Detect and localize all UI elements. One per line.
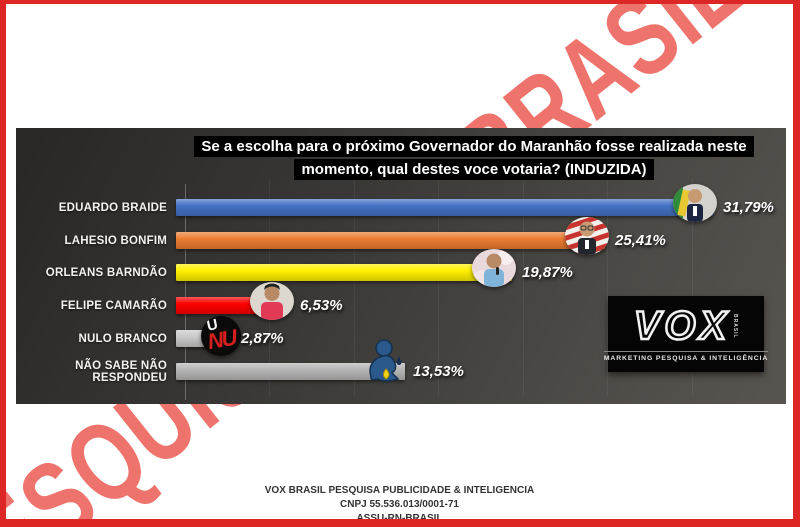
candidate-photo-icon: [472, 248, 516, 287]
value-label: 6,53%: [300, 297, 343, 314]
nao-sabe-person-icon: [359, 339, 407, 388]
footer-cnpj: CNPJ 55.536.013/0001-71: [340, 499, 459, 510]
value-label: 13,53%: [413, 363, 464, 380]
bar-row-orleans-barndao: ORLEANS BARNDÃO 19,87%: [16, 248, 786, 289]
footer-location: ASSU-RN-BRASIL: [356, 513, 443, 524]
gridline: [692, 178, 693, 396]
y-axis-line: [185, 184, 186, 400]
bar-lahesio-bonfim: [176, 232, 605, 249]
value-label: 25,41%: [615, 232, 666, 249]
bar-nao-sabe: [176, 363, 405, 380]
category-label: EDUARDO BRAIDE: [58, 201, 167, 214]
candidate-photo-icon: [673, 183, 717, 222]
nulo-branco-icon: U NU: [201, 315, 241, 356]
category-label: NULO BRANCO: [78, 332, 167, 345]
bar-row-nulo-branco: NULO BRANCO U NU 2,87%: [16, 315, 786, 356]
vox-logo-country: BRASIL: [732, 313, 739, 339]
footer-company: VOX BRASIL PESQUISA PUBLICIDADE & INTELI…: [264, 485, 535, 496]
poll-bar-chart: Se a escolha para o próximo Governador d…: [16, 128, 786, 404]
vox-logo-wordmark: VOX: [632, 304, 731, 348]
gridline: [354, 178, 355, 396]
category-label: FELIPE CAMARÃO: [60, 299, 167, 312]
bar-row-felipe-camarao: FELIPE CAMARÃO 6,53%: [16, 281, 786, 322]
gridline: [607, 178, 608, 396]
bar-orleans-barndao: [176, 264, 512, 281]
vox-logo: VOX BRASIL MARKETING PESQUISA & INTELIGÊ…: [603, 296, 769, 372]
footer-credits: VOX BRASIL PESQUISA PUBLICIDADE & INTELI…: [6, 484, 793, 524]
value-label: 2,87%: [241, 330, 284, 347]
value-label: 19,87%: [522, 264, 573, 281]
gridline: [523, 178, 524, 396]
value-label: 31,79%: [723, 199, 774, 216]
gridline: [438, 178, 439, 396]
bar-row-nao-sabe: NÃO SABE NÃO RESPONDEU 13,53%: [16, 339, 786, 388]
bar-row-eduardo-braide: EDUARDO BRAIDE 31,79%: [16, 183, 786, 224]
candidate-photo-icon: [565, 216, 609, 255]
category-label: NÃO SABE NÃO RESPONDEU: [75, 359, 167, 384]
candidate-photo-icon: [250, 281, 294, 320]
bar-eduardo-braide: [176, 199, 713, 216]
category-label: ORLEANS BARNDÃO: [45, 266, 167, 279]
bar-row-lahesio-bonfim: LAHESIO BONFIM: [16, 216, 786, 257]
vox-logo-tagline: MARKETING PESQUISA & INTELIGÊNCIA: [603, 351, 769, 362]
chart-title: Se a escolha para o próximo Governador d…: [194, 136, 754, 181]
category-label: LAHESIO BONFIM: [64, 234, 167, 247]
